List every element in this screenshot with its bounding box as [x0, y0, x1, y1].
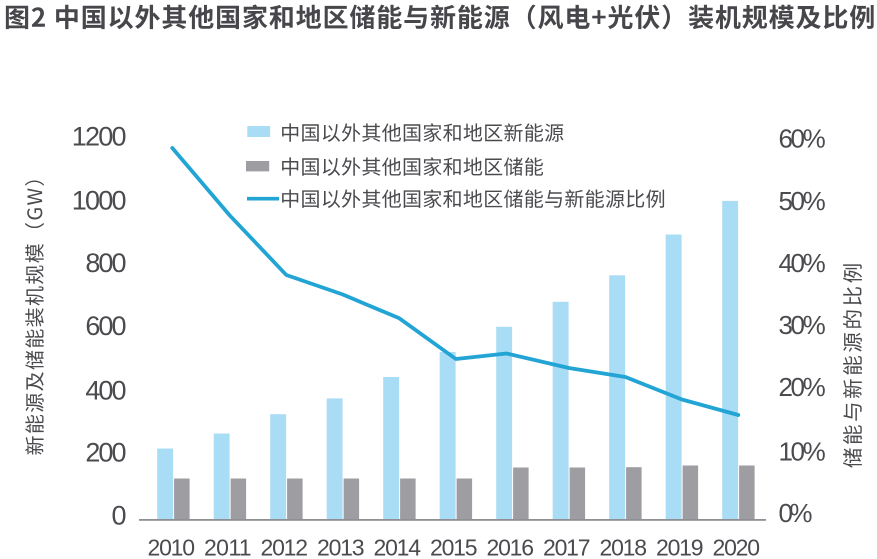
svg-text:60%: 60% — [779, 124, 826, 154]
svg-text:50%: 50% — [779, 186, 826, 216]
svg-text:400: 400 — [85, 375, 126, 405]
svg-text:2018: 2018 — [600, 535, 648, 559]
svg-text:1200: 1200 — [72, 122, 127, 152]
svg-text:2012: 2012 — [261, 535, 309, 559]
svg-text:800: 800 — [85, 248, 126, 278]
svg-text:200: 200 — [85, 437, 126, 467]
svg-text:2011: 2011 — [204, 535, 251, 559]
svg-text:2017: 2017 — [543, 535, 591, 559]
svg-text:2010: 2010 — [148, 535, 196, 559]
svg-text:0%: 0% — [779, 498, 813, 528]
svg-text:10%: 10% — [779, 437, 826, 467]
svg-text:0: 0 — [111, 501, 126, 531]
svg-text:2016: 2016 — [487, 535, 535, 559]
svg-text:2020: 2020 — [713, 535, 761, 559]
svg-text:2013: 2013 — [317, 535, 365, 559]
svg-text:2015: 2015 — [430, 535, 478, 559]
svg-text:2019: 2019 — [656, 535, 704, 559]
svg-text:30%: 30% — [779, 310, 826, 340]
svg-text:1000: 1000 — [72, 186, 127, 216]
svg-text:2014: 2014 — [374, 535, 422, 559]
svg-text:40%: 40% — [779, 248, 826, 278]
svg-text:600: 600 — [85, 311, 126, 341]
svg-text:20%: 20% — [779, 372, 826, 402]
